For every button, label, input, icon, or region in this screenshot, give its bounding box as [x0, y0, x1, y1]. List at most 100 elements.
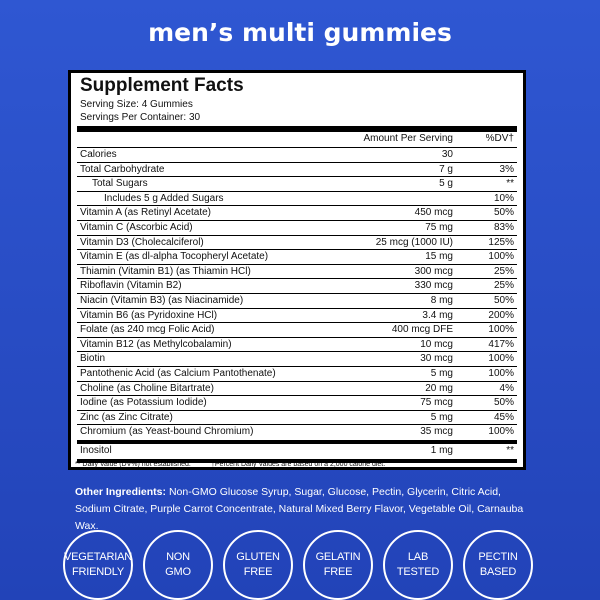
nutrient-name: Vitamin D3 (Cholecalciferol) [80, 236, 204, 248]
badge: GELATIN FREE [303, 530, 373, 600]
thick-rule [77, 126, 517, 132]
nutrient-name: Pantothenic Acid (as Calcium Pantothenat… [80, 368, 276, 379]
amount: 30 mcg [420, 353, 453, 365]
row-rule [77, 220, 517, 221]
row-rule [77, 424, 517, 426]
amount-header: Amount Per Serving [363, 133, 454, 144]
row-rule [77, 190, 517, 192]
nutrient-name: Total Sugars [92, 178, 148, 190]
amount: 20 mg [425, 382, 453, 394]
dv-header: %DV† [485, 133, 514, 144]
facts-panel: Supplement Facts Serving Size: 4 Gummies… [68, 70, 526, 470]
badge-text: FRIENDLY [72, 566, 124, 578]
row-rule [77, 395, 517, 396]
row-rule [77, 351, 517, 353]
amount: 75 mg [425, 222, 453, 233]
page-title: men’s multi gummies [148, 18, 452, 47]
badge-text: BASED [479, 566, 517, 578]
other-ingredients: Other Ingredients: Non-GMO Glucose Syrup… [75, 484, 535, 535]
badge-text: FREE [243, 566, 273, 578]
daily-value: ** [506, 178, 514, 190]
nutrient-name: Vitamin C (Ascorbic Acid) [80, 222, 193, 233]
daily-value: 200% [488, 309, 514, 321]
daily-value: 100% [488, 251, 514, 263]
badge: LAB TESTED [383, 530, 453, 600]
thick-rule [77, 440, 517, 444]
nutrient-name: Vitamin B12 (as Methylcobalamin) [80, 338, 232, 350]
nutrient-name: Zinc (as Zinc Citrate) [80, 411, 173, 423]
badge-text: LAB [407, 551, 429, 563]
daily-value: 45% [493, 411, 514, 423]
row-rule [77, 380, 517, 382]
row-rule [77, 336, 517, 338]
amount: 5 mg [430, 368, 453, 379]
amount: 5 mg [430, 411, 453, 423]
badge-text: GLUTEN [236, 551, 280, 563]
daily-value: 50% [493, 295, 514, 306]
nutrient-name: Biotin [80, 353, 106, 365]
daily-value: 50% [493, 397, 514, 409]
footnote: ** Daily Value (DV%) not established. [75, 461, 191, 468]
nutrient-name: Chromium (as Yeast-bound Chromium) [80, 426, 254, 438]
nutrient-name: Includes 5 g Added Sugars [104, 192, 224, 204]
row-rule [77, 293, 517, 294]
amount: 3.4 mg [422, 309, 453, 321]
row-rule [77, 147, 517, 148]
servings-per-container: Servings Per Container: 30 [80, 112, 201, 123]
row-rule [77, 161, 517, 164]
daily-value: 100% [488, 353, 514, 365]
amount: 35 mcg [420, 426, 453, 438]
daily-value: ** [506, 445, 514, 456]
thick-rule [77, 458, 517, 463]
badge-text: TESTED [396, 566, 440, 578]
badge-text: VEGETARIAN [63, 551, 133, 563]
badge-text: GELATIN [315, 551, 361, 563]
nutrient-name: Iodine (as Potassium Iodide) [80, 397, 207, 409]
row-rule [77, 307, 517, 309]
row-rule [77, 176, 517, 177]
amount: 75 mcg [420, 397, 453, 409]
badge: NON GMO [143, 530, 213, 600]
daily-value: 100% [488, 324, 514, 336]
row-rule [77, 263, 517, 265]
amount: 30 [441, 149, 453, 160]
daily-value: 25% [493, 280, 514, 292]
badge-text: PECTIN [478, 551, 518, 563]
nutrient-name: Folate (as 240 mcg Folic Acid) [80, 324, 215, 336]
nutrient-name: Vitamin B6 (as Pyridoxine HCl) [80, 309, 218, 321]
daily-value: 125% [488, 236, 514, 248]
panel-title: Supplement Facts [80, 75, 244, 96]
daily-value: 50% [493, 207, 514, 219]
amount: 450 mcg [414, 207, 453, 219]
daily-value: 100% [488, 426, 514, 438]
ingredients-text: Non-GMO Glucose Syrup, Sugar, Glucose, P… [75, 486, 524, 532]
daily-value: 417% [488, 338, 514, 350]
ingredients-label: Other Ingredients: [75, 486, 167, 498]
amount: 400 mcg DFE [391, 324, 453, 336]
row-rule [77, 322, 517, 323]
nutrient-name: Vitamin A (as Retinyl Acetate) [80, 207, 211, 219]
badge: GLUTEN FREE [223, 530, 293, 600]
row-rule [77, 234, 517, 236]
row-rule [77, 249, 517, 250]
amount: 25 mcg (1000 IU) [375, 236, 453, 248]
footnote: †Percent Daily Values are based on a 2,0… [211, 461, 386, 468]
amount: 330 mcg [414, 280, 453, 292]
amount: 7 g [439, 163, 453, 175]
daily-value: 100% [488, 368, 514, 379]
daily-value: 4% [499, 382, 514, 394]
row-rule [77, 205, 517, 207]
badge-text: FREE [323, 566, 353, 578]
nutrient-name: Thiamin (Vitamin B1) (as Thiamin HCl) [80, 265, 251, 277]
nutrient-name: Inositol [80, 445, 112, 456]
nutrient-name: Riboflavin (Vitamin B2) [80, 280, 182, 292]
daily-value: 3% [499, 163, 514, 175]
nutrient-name: Vitamin E (as dl-alpha Tocopheryl Acetat… [80, 251, 269, 263]
amount: 10 mcg [420, 338, 453, 350]
row-rule [77, 409, 517, 411]
amount: 300 mcg [414, 265, 453, 277]
badge-text: NON [166, 551, 190, 563]
badge: PECTIN BASED [463, 530, 533, 600]
daily-value: 25% [493, 265, 514, 277]
